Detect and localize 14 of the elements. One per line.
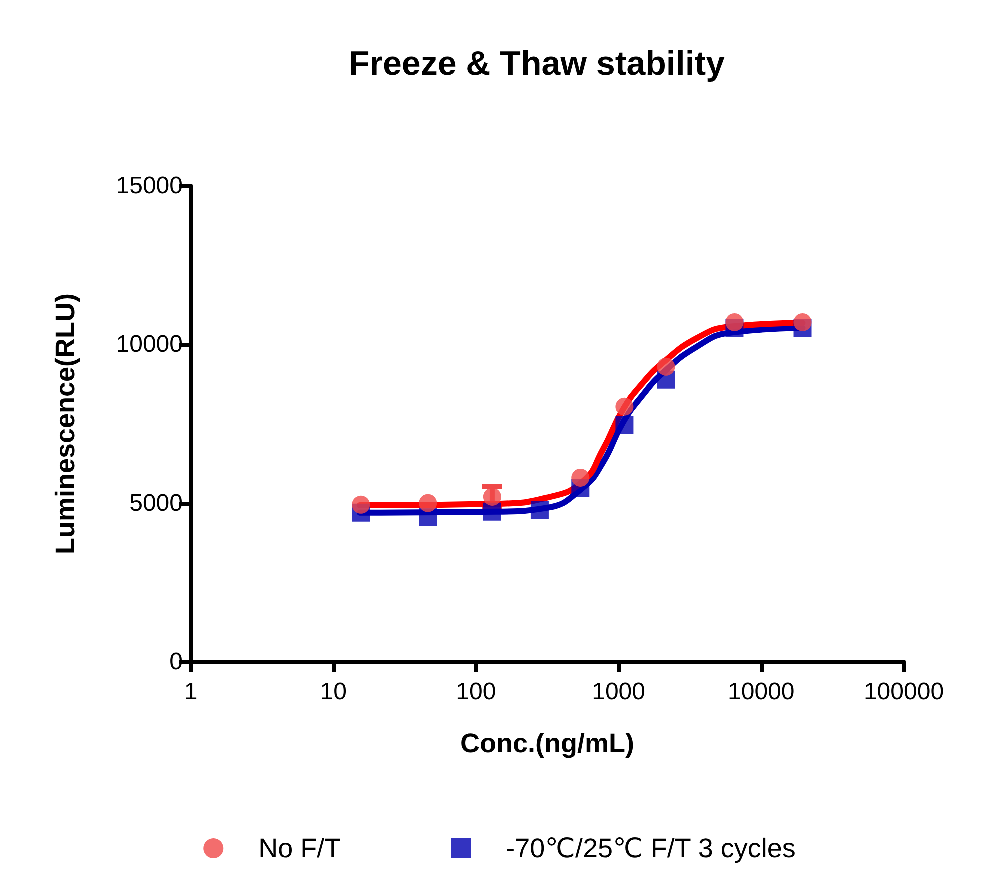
y-tick-label: 15000 [116, 172, 183, 200]
y-axis-title: Luminescence(RLU) [50, 293, 80, 555]
y-tick-label: 10000 [116, 331, 183, 358]
x-tick-label: 100 [456, 678, 496, 706]
chart-title: Freeze & Thaw stability [349, 45, 726, 83]
legend-label: No F/T [258, 834, 342, 864]
x-tick-label: 100000 [864, 678, 944, 706]
x-axis-title: Conc.(ng/mL) [460, 728, 634, 758]
legend-label: -70℃/25℃ F/T 3 cycles [506, 834, 796, 864]
x-tick-label: 10 [320, 678, 347, 706]
x-tick-label: 10000 [728, 678, 795, 706]
x-tick-label: 1 [184, 678, 198, 706]
x-tick-label: 1000 [592, 678, 646, 706]
y-tick-label: 5000 [130, 490, 183, 517]
